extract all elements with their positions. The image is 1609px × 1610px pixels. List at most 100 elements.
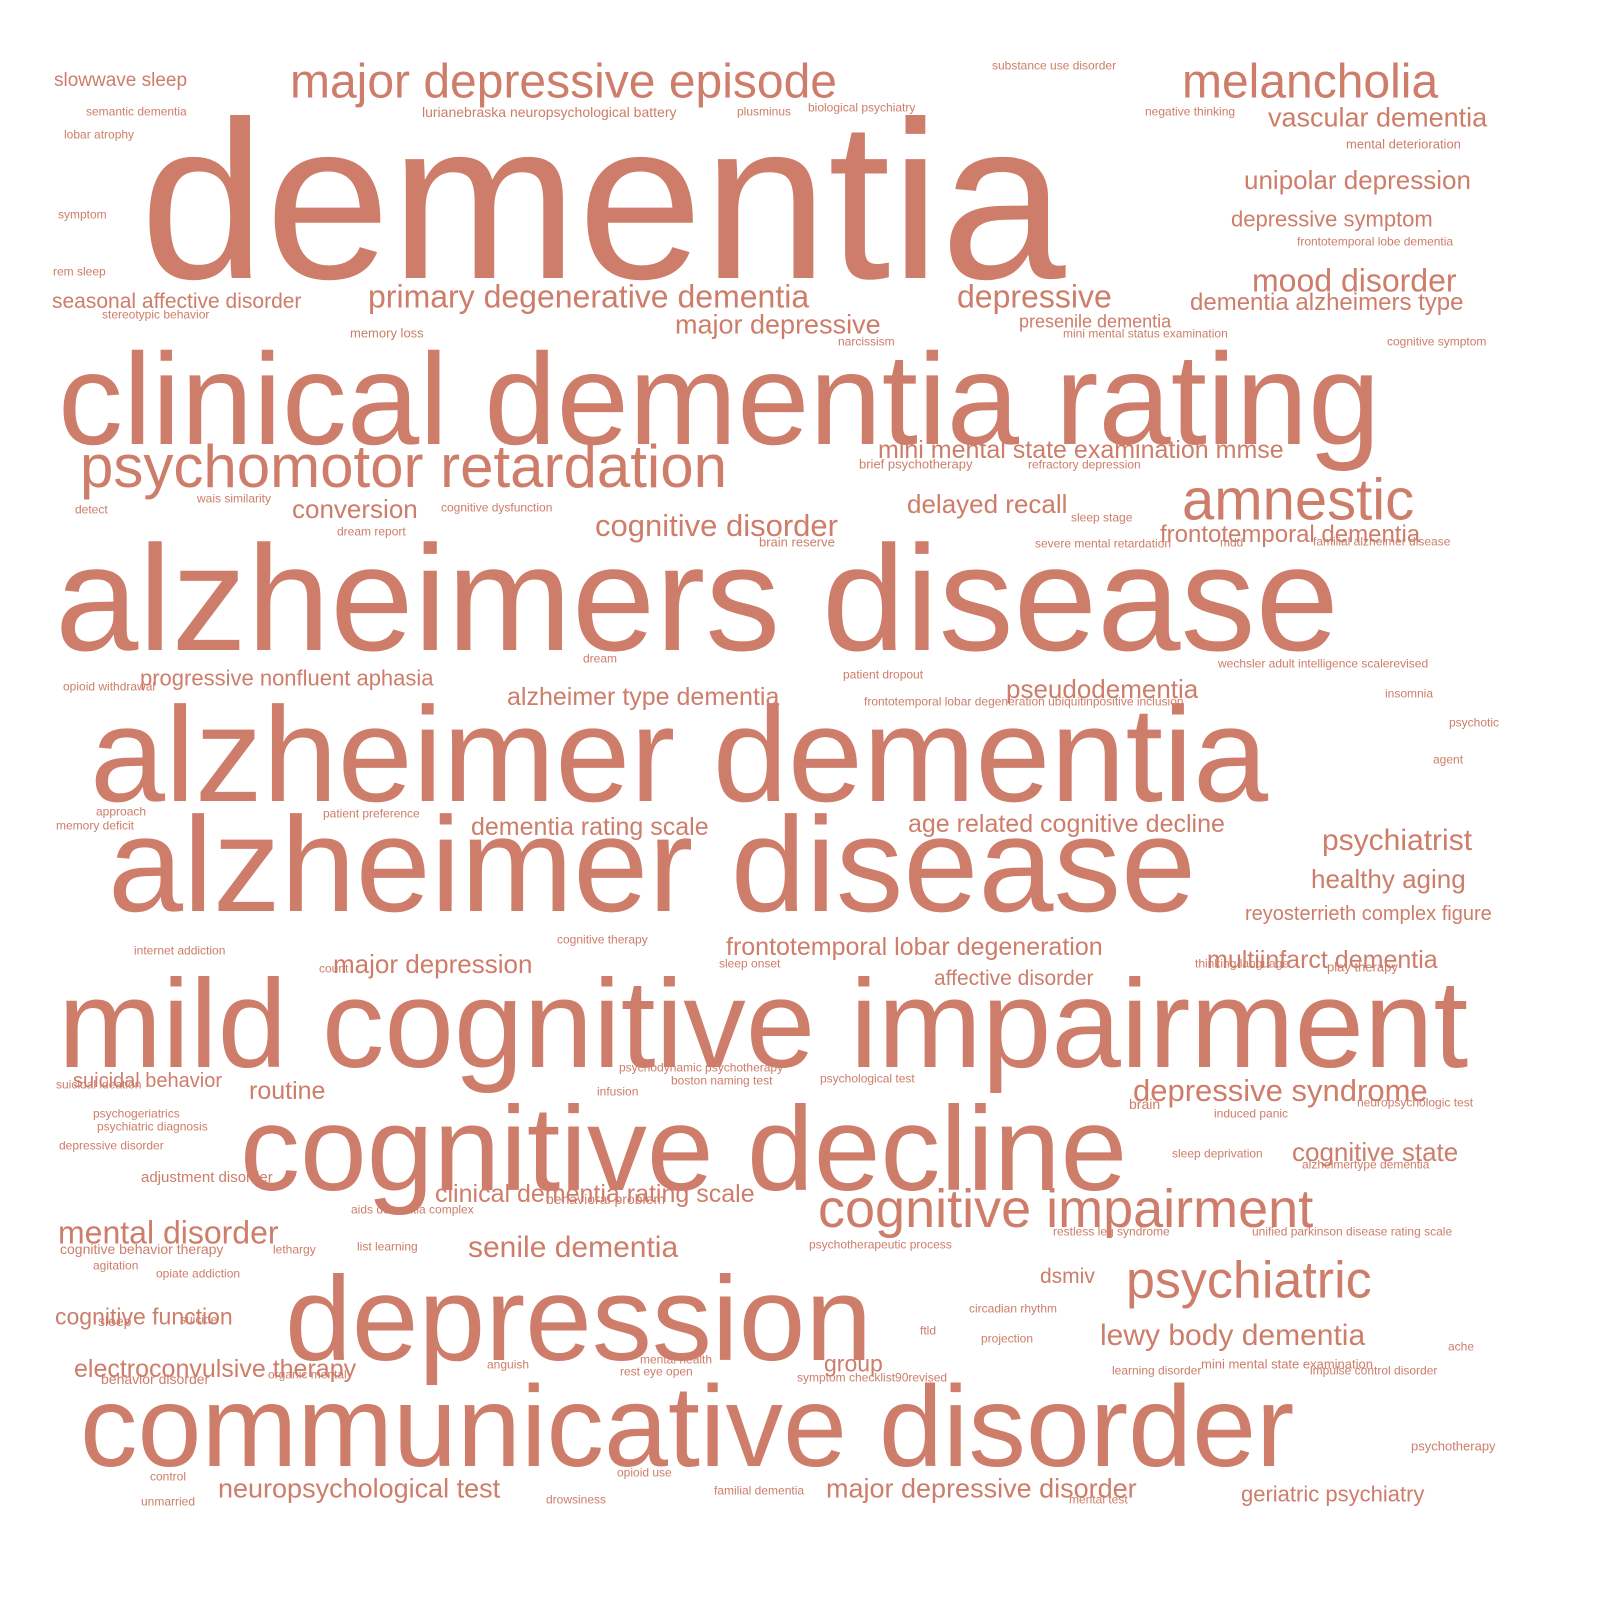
word-psychiatrist: psychiatrist (1322, 824, 1473, 857)
word-aids-dementia-complex: aids dementia complex (351, 1202, 474, 1217)
word-cognitive-behavior-therapy: cognitive behavior therapy (60, 1240, 224, 1257)
word-negative-thinking: negative thinking (1145, 104, 1236, 119)
word-boston-naming-test: boston naming test (671, 1073, 773, 1088)
word-ache: ache (1448, 1339, 1475, 1354)
word-substance-use-disorder: substance use disorder (992, 58, 1117, 73)
word-memory-loss: memory loss (350, 325, 424, 341)
word-conversion: conversion (292, 494, 418, 525)
word-detect: detect (75, 502, 108, 517)
word-frontotemporal-lobar-degeneration-ubiquitinpositive-inclusion: frontotemporal lobar degeneration ubiqui… (864, 694, 1184, 709)
word-mental-deterioration: mental deterioration (1346, 136, 1461, 152)
word-depression: depression (285, 1252, 873, 1386)
word-behavioral-problem: behavioral problem (546, 1190, 666, 1207)
word-familial-alzheimer-disease: familial alzheimer disease (1313, 534, 1451, 549)
word-progressive-nonfluent-aphasia: progressive nonfluent aphasia (140, 665, 434, 691)
word-delayed-recall: delayed recall (907, 489, 1068, 520)
word-major-depressive: major depressive (675, 309, 881, 340)
word-amnestic: amnestic (1182, 467, 1415, 533)
word-slowwave-sleep: slowwave sleep (54, 69, 188, 91)
word-sleep: sleep (98, 1312, 132, 1329)
word-adjustment-disorder: adjustment disorder (141, 1169, 273, 1186)
word-pseudodementia: pseudodementia (1006, 674, 1199, 705)
word-unified-parkinson-disease-rating-scale: unified parkinson disease rating scale (1252, 1224, 1453, 1239)
word-mini-mental-status-examination: mini mental status examination (1063, 326, 1228, 341)
word-play-therapy: play therapy (1327, 959, 1398, 975)
word-symptom-checklist90revised: symptom checklist90revised (797, 1370, 948, 1385)
word-plusminus: plusminus (737, 104, 792, 119)
word-mental-health: mental health (640, 1352, 713, 1367)
word-dementia: dementia (140, 74, 1066, 326)
word-affective-disorder: affective disorder (934, 967, 1094, 991)
word-alzheimer-disease: alzheimer disease (108, 789, 1197, 940)
word-routine: routine (249, 1077, 326, 1105)
word-severe-mental-retardation: severe mental retardation (1035, 536, 1172, 551)
word-depressive-syndrome: depressive syndrome (1133, 1073, 1428, 1109)
word-mini-mental-state-examination: mini mental state examination (1201, 1356, 1373, 1372)
word-reyosterrieth-complex-figure: reyosterrieth complex figure (1245, 903, 1492, 925)
word-major-depression: major depression (333, 949, 533, 980)
word-depressive: depressive (957, 278, 1112, 315)
word-lurianebraska-neuropsychological-battery: lurianebraska neuropsychological battery (422, 103, 677, 120)
word-lobar-atrophy: lobar atrophy (64, 127, 135, 142)
word-restless-leg-syndrome: restless leg syndrome (1053, 1224, 1170, 1239)
word-patient-preference: patient preference (323, 806, 420, 821)
word-learning-disorder: learning disorder (1112, 1363, 1202, 1378)
word-dementia-rating-scale: dementia rating scale (471, 813, 709, 841)
word-refractory-depression: refractory depression (1028, 457, 1141, 472)
word-mental-disorder: mental disorder (58, 1214, 279, 1251)
word-approach: approach (96, 804, 147, 819)
word-depressive-symptom: depressive symptom (1231, 206, 1433, 232)
word-alzheimers-disease: alzheimers disease (55, 514, 1339, 682)
word-psychodynamic-psychotherapy: psychodynamic psychotherapy (619, 1060, 784, 1075)
word-alzheimer-dementia: alzheimer dementia (90, 679, 1269, 830)
word-rem-sleep: rem sleep (53, 264, 106, 279)
word-major-depressive-disorder: major depressive disorder (826, 1473, 1137, 1504)
word-sleep-stage: sleep stage (1071, 510, 1133, 525)
word-lewy-body-dementia: lewy body dementia (1100, 1319, 1366, 1352)
word-mild-cognitive-impairment: mild cognitive impairment (58, 955, 1469, 1094)
word-brain-reserve: brain reserve (759, 534, 835, 550)
word-frontotemporal-lobar-degeneration: frontotemporal lobar degeneration (726, 933, 1103, 961)
word-unipolar-depression: unipolar depression (1244, 165, 1471, 196)
word-induced-panic: induced panic (1214, 1106, 1289, 1121)
word-sleep-onset: sleep onset (719, 956, 781, 971)
word-cognitive-decline: cognitive decline (240, 1082, 1128, 1216)
word-list-learning: list learning (357, 1239, 418, 1254)
word-organic-mental: organic mental (268, 1367, 347, 1382)
word-suicide: suicide (180, 1312, 218, 1327)
word-psychological-test: psychological test (820, 1071, 915, 1086)
word-alzheimer-type-dementia: alzheimer type dementia (507, 683, 780, 711)
word-suicidal-behavior: suicidal behavior (73, 1070, 222, 1092)
word-narcissism: narcissism (838, 334, 895, 349)
word-biological-psychiatry: biological psychiatry (808, 100, 916, 115)
word-depressive-disorder: depressive disorder (59, 1138, 164, 1153)
word-age-related-cognitive-decline: age related cognitive decline (908, 810, 1225, 838)
word-alzheimertype-dementia: alzheimertype dementia (1302, 1157, 1430, 1172)
word-suicidal-ideation: suicidal ideation (56, 1077, 142, 1092)
word-count: count (319, 961, 349, 976)
word-psychogeriatrics: psychogeriatrics (93, 1106, 180, 1121)
word-opioid-withdrawal: opioid withdrawal (63, 679, 156, 694)
word-cognitive-state: cognitive state (1292, 1137, 1459, 1168)
word-cognitive-therapy: cognitive therapy (557, 932, 648, 947)
word-frontotemporal-dementia: frontotemporal dementia (1160, 520, 1421, 548)
word-brain: brain (1129, 1095, 1161, 1112)
word-psychiatric-diagnosis: psychiatric diagnosis (97, 1119, 208, 1134)
word-circadian-rhythm: circadian rhythm (969, 1301, 1058, 1316)
word-opioid-use: opioid use (617, 1465, 672, 1480)
word-brief-psychotherapy: brief psychotherapy (859, 456, 973, 472)
word-mini-mental-state-examination-mmse: mini mental state examination mmse (878, 436, 1284, 464)
word-control: control (150, 1469, 187, 1484)
word-primary-degenerative-dementia: primary degenerative dementia (368, 278, 810, 315)
word-projection: projection (981, 1331, 1034, 1346)
word-agent: agent (1433, 752, 1464, 767)
word-clinical-dementia-rating-scale: clinical dementia rating scale (435, 1180, 755, 1208)
word-major-depressive-episode: major depressive episode (290, 55, 837, 109)
word-dream: dream (583, 651, 618, 666)
word-agitation: agitation (93, 1258, 139, 1273)
word-dream-report: dream report (337, 524, 406, 539)
word-ftld: ftld (920, 1323, 937, 1338)
word-mental-test: mental test (1069, 1492, 1128, 1507)
word-wechsler-adult-intelligence-scalerevised: wechsler adult intelligence scalerevised (1218, 656, 1429, 671)
